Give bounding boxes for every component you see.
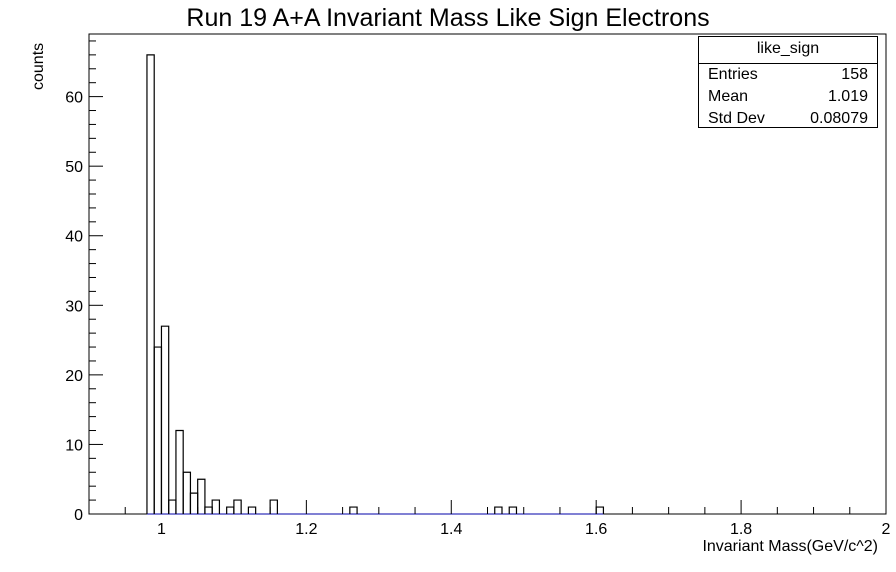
- chart-title: Run 19 A+A Invariant Mass Like Sign Elec…: [186, 4, 710, 32]
- x-tick-label: 1.4: [440, 521, 462, 538]
- histogram-bar: [175, 429, 184, 514]
- histogram-bar: [349, 506, 358, 514]
- histogram-bar: [153, 346, 163, 514]
- histogram-bar: [160, 325, 170, 514]
- x-axis-label: Invariant Mass(GeV/c^2): [702, 538, 878, 555]
- x-tick-label: 1.6: [585, 521, 607, 538]
- x-tick-label: 2: [882, 521, 891, 538]
- stats-box: like_sign Entries 158 Mean 1.019 Std Dev…: [698, 36, 878, 128]
- histogram-bar: [168, 499, 177, 514]
- y-tick-label: 40: [65, 229, 83, 246]
- y-tick-label: 20: [65, 368, 83, 385]
- x-tick-label: 1.2: [295, 521, 317, 538]
- y-tick-label: 10: [65, 437, 83, 454]
- y-tick-label: 30: [65, 298, 83, 315]
- stats-label: Mean: [708, 88, 749, 105]
- histogram-bar: [211, 499, 221, 514]
- histogram-bar: [146, 54, 155, 514]
- stats-row-stddev: Std Dev 0.08079: [699, 108, 877, 130]
- stats-box-title: like_sign: [699, 37, 877, 64]
- stats-label: Entries: [708, 66, 758, 83]
- stats-value: 0.08079: [810, 110, 868, 127]
- y-tick-label: 60: [65, 90, 83, 107]
- y-tick-label: 50: [65, 159, 83, 176]
- histogram-bar: [204, 506, 213, 514]
- histogram-bar: [233, 499, 242, 514]
- stats-label: Std Dev: [708, 110, 765, 127]
- histogram-bar: [269, 499, 278, 514]
- y-tick-label: 0: [74, 507, 83, 524]
- histogram-bar: [197, 478, 206, 514]
- histogram-bar: [247, 506, 257, 514]
- x-tick-label: 1: [157, 521, 166, 538]
- stats-row-entries: Entries 158: [699, 64, 877, 86]
- y-axis-label: counts: [30, 42, 47, 90]
- x-tick-label: 1.8: [730, 521, 752, 538]
- stats-row-mean: Mean 1.019: [699, 86, 877, 108]
- stats-value: 1.019: [827, 88, 868, 105]
- histogram-bar: [595, 506, 605, 514]
- histogram-bar: [182, 471, 192, 514]
- histogram-bar: [189, 492, 199, 514]
- histogram-bar: [226, 506, 235, 514]
- stats-value: 158: [841, 66, 868, 83]
- histogram-bar: [508, 506, 518, 514]
- histogram-bar: [494, 506, 503, 514]
